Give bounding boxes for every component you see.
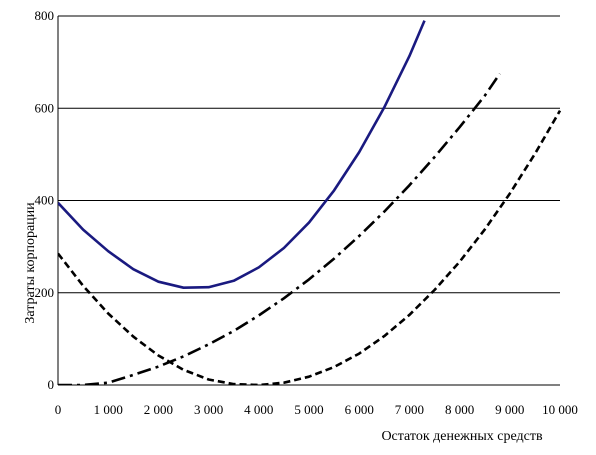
series-line-3: [58, 109, 562, 385]
axes: [57, 16, 560, 386]
x-tick-label-9: 9 000: [495, 402, 524, 417]
y-axis-title: Затраты корпорации: [23, 202, 38, 324]
x-tick-label-7: 7 000: [395, 402, 424, 417]
x-tick-label-5: 5 000: [294, 402, 323, 417]
x-tick-labels: 0 1 000 2 000 3 000 4 000 5 000 6 000 7 000 8 00…: [55, 402, 578, 417]
x-tick-label-4: 4 000: [244, 402, 273, 417]
y-tick-label-2: 400: [35, 193, 55, 208]
y-tick-labels: 0 200 400 600 800: [35, 8, 55, 392]
y-tick-label-0: 0: [48, 377, 55, 392]
x-tick-label-3: 3 000: [194, 402, 223, 417]
x-tick-label-8: 8 000: [445, 402, 474, 417]
x-tick-label-6: 6 000: [345, 402, 374, 417]
x-tick-label-10: 10 000: [542, 402, 578, 417]
y-tick-label-1: 200: [35, 285, 55, 300]
series-lines: [58, 20, 562, 385]
x-tick-label-1: 1 000: [94, 402, 123, 417]
series-line-1: [58, 20, 426, 289]
x-axis-title: Остаток денежных средств: [381, 429, 543, 444]
grid-lines: [58, 15, 560, 294]
x-tick-label-0: 0: [55, 402, 62, 417]
y-tick-label-4: 800: [35, 8, 55, 23]
y-tick-label-3: 600: [35, 100, 55, 115]
x-tick-label-2: 2 000: [144, 402, 173, 417]
series-line-2: [58, 72, 501, 385]
